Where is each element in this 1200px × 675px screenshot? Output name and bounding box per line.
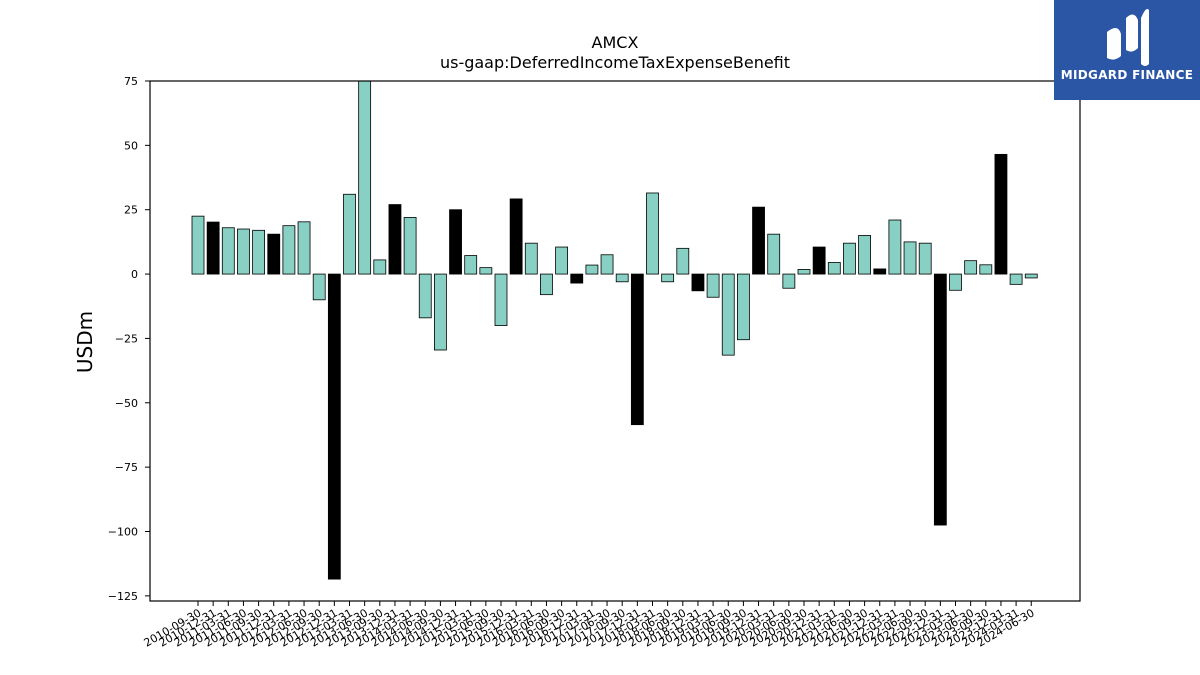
bar	[524, 242, 538, 275]
y-tick-label: −25	[115, 332, 138, 345]
y-axis-label: USDm	[73, 311, 97, 373]
bar	[1024, 273, 1038, 279]
bar	[964, 260, 978, 275]
bar	[237, 228, 250, 275]
bar	[570, 273, 584, 284]
bar	[827, 262, 841, 275]
bar	[403, 217, 417, 275]
y-tick-label: −75	[115, 461, 138, 474]
bar	[676, 247, 690, 275]
brand-name: MIDGARD FINANCE	[1060, 68, 1194, 82]
bar	[858, 235, 871, 275]
chart-title: AMCX	[592, 33, 639, 52]
bar	[327, 273, 341, 580]
bar	[843, 242, 856, 275]
bar	[812, 246, 826, 275]
bar	[267, 233, 281, 275]
chart-subtitle: us-gaap:DeferredIncomeTaxExpenseBenefit	[440, 53, 790, 72]
plot-area: 7550250−25−50−75−100−1252010-09-302010-1…	[108, 75, 1038, 650]
bar	[206, 221, 220, 275]
bar	[979, 264, 993, 275]
brand-mark-icon	[1107, 9, 1149, 66]
bar	[555, 246, 568, 275]
bar	[888, 219, 902, 275]
y-tick-label: −50	[115, 397, 138, 410]
bar	[918, 242, 932, 275]
bar	[464, 255, 478, 275]
plot-frame	[149, 80, 1081, 602]
y-tick-label: 75	[124, 75, 138, 88]
bar	[540, 273, 553, 296]
bar	[509, 198, 523, 275]
y-tick-label: 0	[131, 268, 138, 281]
bar	[221, 227, 235, 275]
bar	[630, 273, 644, 426]
bar	[646, 192, 659, 275]
bar	[873, 268, 887, 275]
bar	[933, 273, 947, 526]
bar	[706, 273, 720, 298]
bar	[343, 193, 356, 275]
brand-logo: MIDGARD FINANCE	[1054, 0, 1200, 100]
y-tick-label: 25	[124, 204, 138, 217]
bar	[585, 264, 599, 275]
bar	[191, 215, 205, 275]
bar	[1009, 273, 1023, 285]
bar	[752, 206, 765, 275]
bar	[903, 241, 917, 275]
bar	[252, 229, 266, 275]
bar	[767, 233, 781, 275]
bar	[721, 273, 735, 356]
bar	[418, 273, 432, 319]
bar	[661, 273, 675, 283]
bar	[433, 273, 447, 351]
bar	[297, 221, 311, 275]
bar	[312, 273, 326, 301]
bar	[494, 273, 508, 326]
bar	[994, 153, 1008, 275]
y-tick-label: 50	[124, 139, 138, 152]
bar	[600, 254, 614, 275]
bar	[358, 80, 372, 275]
bar	[949, 273, 962, 291]
bar	[797, 269, 811, 275]
bar	[388, 204, 402, 275]
bar	[449, 209, 462, 275]
bar	[615, 273, 629, 283]
bar	[479, 267, 493, 275]
bar	[691, 273, 705, 292]
bar	[782, 273, 796, 289]
bar	[373, 259, 387, 275]
y-tick-label: −125	[108, 590, 138, 603]
bar	[282, 225, 296, 275]
bar	[737, 273, 750, 341]
y-tick-label: −100	[108, 525, 138, 538]
